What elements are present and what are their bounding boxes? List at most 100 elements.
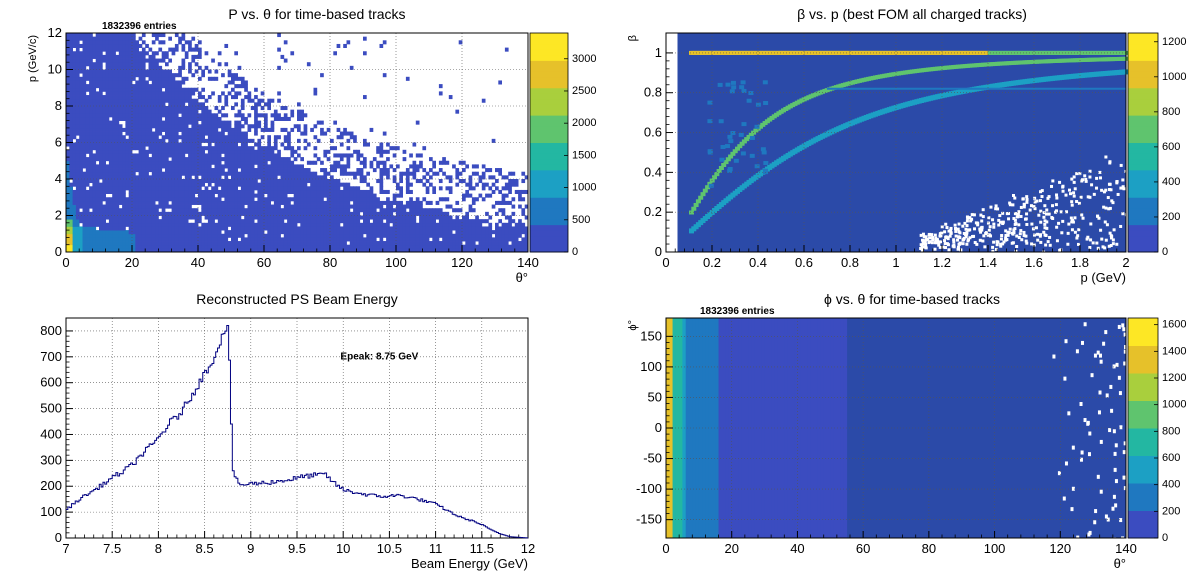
heatmap-cells [66,33,529,253]
x-tick-label: 0.8 [841,255,859,270]
x-tick-label: 9 [247,541,254,556]
chart-title: Reconstructed PS Beam Energy [196,291,398,307]
x-tick-label: 120 [1049,541,1071,556]
x-tick-label: 7 [62,541,69,556]
grid [65,318,529,539]
y-axis-label: β [627,35,639,41]
y-tick-label: -150 [636,512,662,527]
x-tick-label: 10 [336,541,350,556]
heatmap-cells [666,318,1129,542]
x-tick-label: 80 [323,255,337,270]
colorbar-tick-label: 800 [1162,106,1180,118]
colorbar-tick-label: 1200 [1162,372,1186,384]
x-tick-label: 1.2 [933,255,951,270]
chart-title: β vs. p (best FOM all charged tracks) [797,6,1027,22]
y-tick-label: 0 [655,420,662,435]
y-tick-label: 12 [48,25,62,40]
colorbar-tick-label: 2500 [572,85,596,97]
x-tick-label: 0 [662,541,669,556]
colorbar-tick-label: 0 [1162,532,1168,544]
heatmap-cells [677,33,1129,254]
colorbar-tick-label: 1000 [572,182,596,194]
colorbar-tick-label: 400 [1162,479,1180,491]
x-tick-label: 0.6 [795,255,813,270]
colorbar-tick-label: 1200 [1162,36,1186,48]
y-tick-label: 0.2 [644,204,662,219]
y-tick-label: -100 [636,481,662,496]
chart-title: ϕ vs. θ for time-based tracks [824,291,1000,307]
y-tick-label: 0 [55,244,62,259]
chart-title: P vs. θ for time-based tracks [228,6,405,22]
colorbar-tick-label: 0 [1162,246,1168,258]
colorbar-tick-label: 1000 [1162,399,1186,411]
y-axis-label: ϕ° [627,320,639,331]
x-tick-label: 100 [385,255,407,270]
y-tick-label: 500 [40,401,62,416]
colorbar-tick-label: 1500 [572,149,596,161]
y-tick-label: 0.4 [644,164,662,179]
colorbar-tick-label: 1600 [1162,319,1186,331]
colorbar-tick-label: 600 [1162,141,1180,153]
x-tick-label: 100 [984,541,1006,556]
colorbar-tick-label: 3000 [572,53,596,65]
x-tick-label: 8.5 [196,541,214,556]
y-tick-label: 700 [40,349,62,364]
y-tick-label: 50 [648,389,662,404]
x-tick-label: 1.8 [1071,255,1089,270]
x-tick-label: 1.6 [1025,255,1043,270]
x-tick-label: 11.5 [470,541,494,556]
x-tick-label: 7.5 [103,541,121,556]
y-tick-label: 800 [40,323,62,338]
x-axis-label: θ° [516,270,528,285]
x-tick-label: 60 [856,541,870,556]
x-tick-label: 80 [922,541,936,556]
y-tick-label: 0.6 [644,125,662,140]
colorbar-tick-label: 400 [1162,176,1180,188]
x-tick-label: 0.4 [749,255,767,270]
x-tick-label: 0.2 [703,255,721,270]
x-axis-label: Beam Energy (GeV) [411,556,528,571]
y-tick-label: 0 [55,530,62,545]
colorbar-tick-label: 200 [1162,505,1180,517]
stats-text: 1832396 entries [700,306,775,317]
colorbar-tick-label: 800 [1162,425,1180,437]
histogram-line [66,324,528,539]
colorbar: 0 200 400 600 800 1000 1200 [1127,32,1186,258]
x-tick-label: 1 [892,255,899,270]
x-tick-label: 20 [125,255,139,270]
y-tick-label: 150 [640,328,662,343]
y-tick-label: 6 [55,135,62,150]
x-tick-label: 120 [451,255,473,270]
colorbar: 0 500 1000 1500 2000 2500 3000 [529,32,596,258]
x-tick-label: 40 [191,255,205,270]
y-tick-label: 1 [655,45,662,60]
x-tick-label: 0 [62,255,69,270]
y-tick-label: 0 [655,244,662,259]
y-tick-label: 0.8 [644,85,662,100]
chart-phi-vs-theta: ϕ vs. θ for time-based tracks 0 20 40 60 80 10… [627,291,1186,571]
y-tick-label: 100 [40,504,62,519]
peak-annotation: Epeak: 8.75 GeV [340,351,418,362]
y-tick-label: 600 [40,375,62,390]
x-axis-label: p (GeV) [1080,270,1126,285]
x-axis-label: θ° [1114,556,1126,571]
colorbar-tick-label: 500 [572,214,590,226]
stats-text: 1832396 entries [102,21,177,32]
x-tick-label: 20 [724,541,738,556]
colorbar: 0 200 400 600 800 1000 1200 1400 1600 [1127,317,1186,544]
colorbar-tick-label: 0 [572,246,578,258]
x-tick-label: 11 [429,541,443,556]
colorbar-tick-label: 600 [1162,452,1180,464]
colorbar-tick-label: 1400 [1162,345,1186,357]
y-tick-label: 100 [640,359,662,374]
chart-beam-energy: Reconstructed PS Beam Energy 7 7.5 8 8.5 9 9.5… [40,291,535,571]
x-tick-label: 10.5 [377,541,402,556]
x-tick-label: 12 [521,541,535,556]
y-tick-label: 200 [40,478,62,493]
y-tick-label: 300 [40,452,62,467]
x-tick-label: 140 [1115,541,1137,556]
y-tick-label: 2 [55,208,62,223]
colorbar-tick-label: 2000 [572,117,596,129]
